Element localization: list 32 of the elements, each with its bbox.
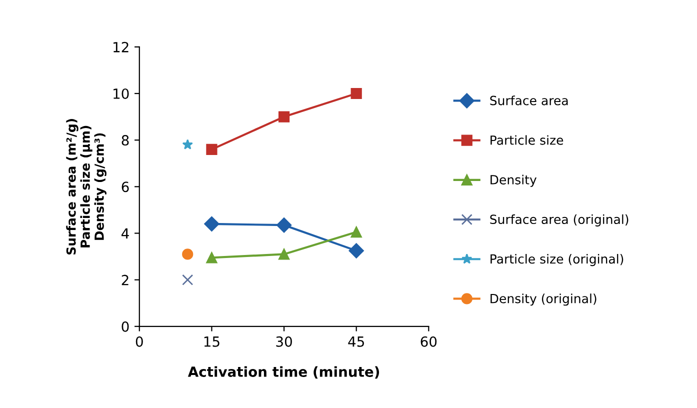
y-tick-label: 12	[114, 42, 128, 52]
point	[350, 226, 362, 238]
y-axis-title: Surface area (m²/g) Particle size (µm) Density (g/cm³)	[66, 118, 106, 255]
point	[182, 248, 194, 260]
x-axis-title: Activation time (minute)	[188, 366, 380, 379]
y-tick-label: 10	[114, 88, 129, 99]
point	[206, 144, 218, 155]
x-tick-label: 15	[204, 336, 220, 347]
point	[278, 111, 290, 122]
x-tick-label: 60	[420, 336, 437, 347]
legend-label: Density (original)	[490, 294, 596, 306]
y-tick-label: 4	[122, 228, 129, 239]
y-tick-label: 8	[122, 135, 129, 146]
point	[206, 252, 218, 264]
y-tick-label: 2	[122, 274, 128, 286]
point	[182, 139, 193, 150]
point	[348, 243, 364, 258]
point	[204, 216, 220, 232]
legend-label: Particle size	[490, 135, 564, 145]
legend-label: Surface area (original)	[490, 214, 628, 226]
point	[182, 274, 194, 286]
legend-label: Particle size (original)	[490, 254, 624, 266]
legend-label: Surface area	[490, 96, 568, 106]
x-tick-label: 0	[136, 336, 143, 347]
legend-label: Density	[490, 174, 537, 187]
y-tick-label: 0	[122, 321, 129, 332]
x-tick-label: 30	[276, 336, 292, 347]
point	[278, 248, 290, 260]
y-tick-label: 6	[122, 182, 129, 192]
x-tick-label: 45	[348, 336, 364, 347]
point	[350, 88, 362, 100]
point	[276, 218, 292, 233]
